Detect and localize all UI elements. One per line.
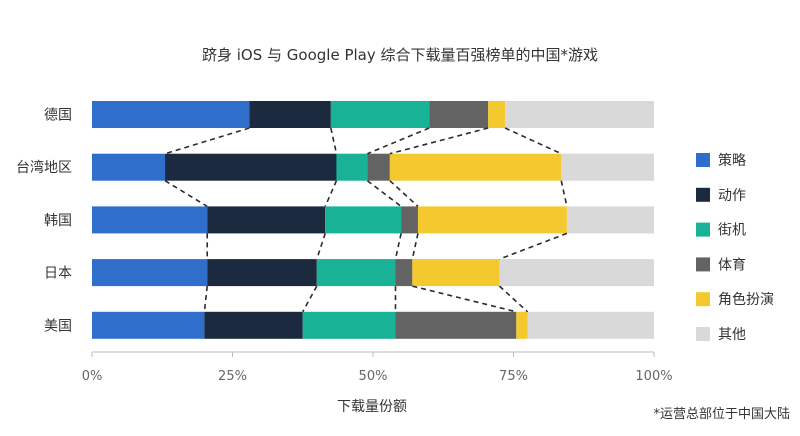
bar-2-3 [336,153,368,181]
footnote: *运营总部位于中国大陆 [653,406,790,422]
bar-4-3 [316,259,396,287]
bar-area [92,101,654,339]
legend-label: 其他 [718,327,746,343]
legend-swatch [696,222,710,237]
bar-2-5 [389,153,562,181]
connector-line [366,180,402,208]
bar-5-4 [395,311,517,339]
bar-3-2 [207,206,326,234]
bar-1-1 [92,101,250,128]
legend-swatch [696,327,710,341]
bar-4-5 [412,259,500,287]
x-tick-label: 50% [359,369,388,384]
legend-label: 街机 [718,223,746,239]
category-label: 德国 [44,108,72,124]
bar-4-4 [395,259,413,287]
bar-3-3 [325,206,402,234]
connector-line [560,180,568,207]
connector-line [389,127,489,155]
connector-line [367,127,430,155]
x-tick-label: 0% [82,369,103,384]
bar-5-1 [92,311,205,339]
bar-5-5 [516,311,528,339]
bar-5-6 [527,311,654,339]
connector-line [412,285,517,313]
bar-2-6 [561,153,654,181]
bar-1-5 [488,101,506,128]
connector-line [499,232,568,260]
category-label: 韩国 [44,213,72,229]
x-tick-label: 100% [635,369,672,384]
connector-line [389,180,419,207]
legend-swatch [696,257,710,272]
category-label: 美国 [44,318,72,334]
connector-line [394,233,402,260]
bar-3-1 [92,206,208,234]
bar-4-1 [92,259,208,287]
legend-label: 体育 [718,257,746,273]
bar-5-3 [302,311,396,339]
connector-line [164,127,250,155]
connector-line [498,285,529,313]
bar-4-2 [207,259,317,287]
bar-2-4 [367,153,390,181]
bar-3-6 [566,206,654,234]
legend-label: 动作 [718,188,746,204]
x-tick-label: 75% [499,369,528,384]
connector-line [302,285,318,313]
bar-1-2 [249,101,331,128]
bar-5-2 [204,311,303,339]
connector-line [203,286,209,312]
legend-swatch [696,153,710,167]
connector-line [504,127,562,155]
bar-3-5 [417,206,567,234]
bar-1-4 [429,101,489,128]
bar-3-4 [401,206,418,234]
connector-line [411,233,419,260]
connector-line [324,180,338,207]
legend-label: 策略 [718,152,746,169]
bar-4-6 [499,259,654,287]
connector-line [316,233,326,260]
x-axis-title: 下载量份额 [337,399,407,415]
bar-2-2 [165,153,337,181]
legend-label: 角色扮演 [718,291,774,308]
x-axis: 0% 25% 50% 75% 100% [82,351,673,384]
bar-2-1 [92,153,166,181]
category-label: 日本 [44,266,72,282]
chart-title: 跻身 iOS 与 Google Play 综合下载量百强榜单的中国*游戏 [202,46,598,64]
legend-swatch [696,187,710,202]
connector-line [164,180,208,208]
connector-line [330,127,338,154]
bar-1-6 [505,101,654,128]
legend-swatch [696,292,710,307]
category-label: 台湾地区 [16,159,72,176]
bar-1-3 [330,101,430,128]
x-tick-label: 25% [218,369,247,384]
connector-lines [164,127,568,313]
